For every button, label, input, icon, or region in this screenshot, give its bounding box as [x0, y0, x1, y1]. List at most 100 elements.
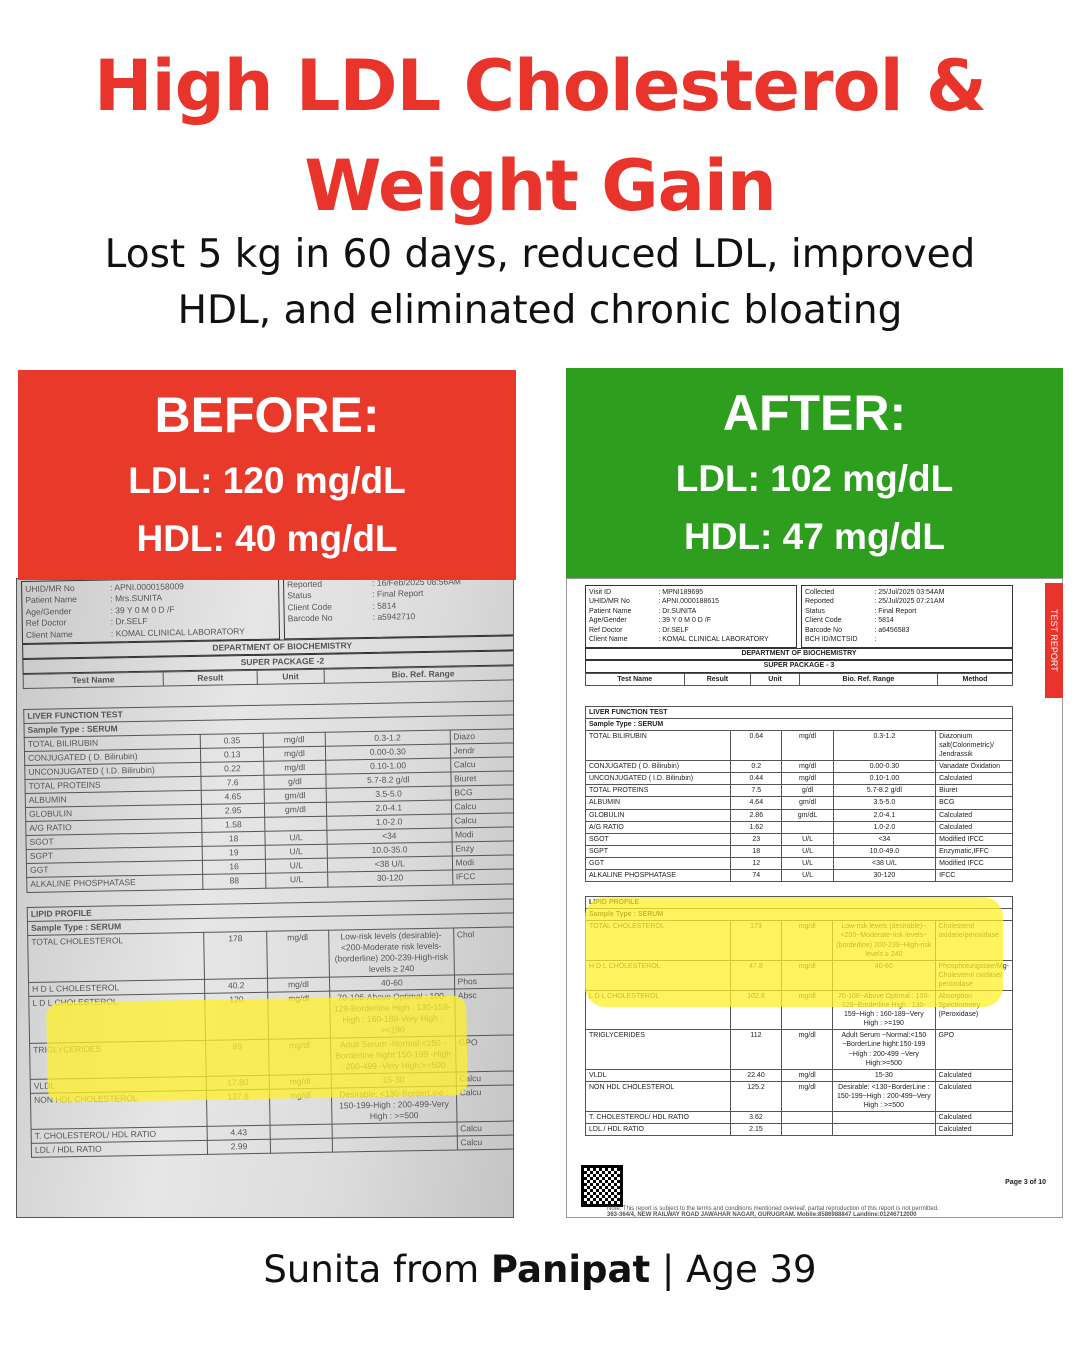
info-row: Reported: 25/Jul/2025 07:21AM: [805, 597, 1009, 606]
text: [832, 1111, 936, 1125]
info-row: Patient Name: Dr.SUNITA: [589, 607, 793, 616]
text: : APNI.0000188615: [658, 598, 720, 606]
headline-line-1: High LDL Cholesterol &: [94, 45, 987, 127]
headline-line-2: Weight Gain: [304, 145, 776, 227]
text: mg/dl: [266, 929, 330, 979]
text: Test Name: [585, 672, 685, 686]
text: Biuret: [935, 784, 1013, 798]
test-report-tag: TEST REPORT: [1045, 583, 1063, 698]
after-panel: AFTER: LDL: 102 mg/dL HDL: 47 mg/dL: [566, 368, 1063, 578]
text: Note: This report is subject to the term…: [607, 1206, 939, 1212]
text: Calculated: [934, 1068, 1014, 1082]
after-ldl: LDL: 102 mg/dL: [675, 458, 954, 499]
text: [269, 1124, 333, 1140]
info-row: Barcode No: a6456583: [805, 626, 1009, 635]
text: Jendr: [449, 742, 513, 759]
text: 23: [730, 832, 783, 846]
info-row: Ref Doctor: Dr.SELF: [589, 626, 793, 635]
text: Chol: [453, 925, 513, 975]
text: VLDL: [585, 1068, 731, 1082]
text: Adult Serum ~Normal:<150 ~BorderLine hig…: [832, 1029, 936, 1070]
text: 125.2: [729, 1080, 783, 1113]
table-row: VLDL 22.40 mg/dl 15-30 Calculated: [585, 1068, 1014, 1082]
text: U/L: [781, 856, 834, 871]
highlighter-mark: [585, 897, 1003, 1007]
text: : a5942710: [372, 611, 416, 623]
text: : a6456583: [874, 626, 910, 634]
text: BCG: [935, 796, 1013, 810]
text: IFCC: [452, 868, 513, 885]
text: Vanadate Oxidation: [935, 760, 1013, 774]
text: U/L: [265, 858, 328, 874]
text: mg/dl: [781, 1029, 834, 1070]
before-heading: BEFORE:: [154, 387, 380, 443]
text: Modified IFCC: [935, 832, 1013, 846]
before-panel: BEFORE: LDL: 120 mg/dL HDL: 40 mg/dL: [18, 370, 516, 580]
text: [264, 816, 327, 832]
text: SGPT: [584, 844, 732, 858]
text: Status: [805, 607, 825, 615]
text: Calcu: [450, 798, 513, 815]
text: Client Name: [25, 628, 73, 640]
text: Calculated: [934, 1080, 1014, 1113]
text: mg/dl: [781, 1080, 834, 1113]
text: 2.99: [207, 1139, 271, 1155]
text: 4.64: [730, 796, 783, 810]
text: gm/dl: [264, 802, 327, 818]
text: TRIGLYCERIDES: [585, 1029, 731, 1070]
text: 0.64: [730, 729, 783, 762]
text: U/L: [781, 869, 834, 883]
text: mg/dl: [781, 1068, 834, 1082]
info-row: Visit ID: MPNI189695: [589, 588, 793, 597]
text: Client Name: [589, 636, 628, 644]
text: Unit: [750, 672, 800, 686]
after-heading: AFTER:: [722, 385, 907, 441]
column-header: Test Name Result Unit Bio. Ref. Range Method: [585, 672, 1014, 686]
text: Modi: [451, 826, 513, 843]
text: Modi: [451, 854, 513, 871]
text: 18: [730, 844, 783, 858]
city: Panipat: [490, 1248, 651, 1291]
text: 1.58: [202, 817, 265, 833]
text: Enzy: [451, 840, 513, 857]
after-report: Visit ID: MPNI189695 UHID/MR No : APNI.000…: [566, 578, 1063, 1218]
text: : Dr.SELF: [110, 616, 148, 627]
table-row: GGT 12 U/L <38 U/L Modified IFCC: [584, 856, 1013, 871]
text: 3.5-5.0: [832, 796, 937, 810]
text: 7.6: [201, 775, 264, 791]
patient-info: Visit ID: MPNI189695 UHID/MR No : APNI.000…: [585, 585, 1013, 648]
text: BCG: [450, 784, 513, 801]
text: GGT: [584, 856, 732, 871]
text: 40.2: [204, 978, 268, 994]
text: <34: [832, 832, 937, 846]
text: : 25/Jul/2025 03:54AM: [874, 589, 945, 596]
text: Barcode No: [287, 612, 333, 624]
text: : KOMAL CLINICAL LABORATORY: [658, 636, 769, 644]
text: 1.0-2.0: [832, 820, 937, 834]
text: Desirable: <130~BorderLine : 150-199~Hig…: [832, 1080, 936, 1113]
table-row: T. CHOLESTEROL/ HDL RATIO 3.62 Calculated: [585, 1111, 1014, 1125]
text: 1.62: [730, 820, 783, 834]
text: 0.13: [200, 747, 264, 763]
text: Enzymatic,IFFC: [935, 844, 1013, 858]
info-row: Collected: 25/Jul/2025 03:54AM: [805, 588, 1009, 597]
text: A/G RATIO: [584, 820, 732, 834]
table-row: UNCONJUGATED ( I.D. Bilirubin) 0.44 mg/dl 0…: [584, 772, 1013, 786]
info-row: Age/Gender: 39 Y 0 M 0 D /F: [589, 616, 793, 625]
text: BCH ID/MCTSID: [805, 636, 858, 644]
text: Calcu: [456, 1120, 513, 1137]
text: UHID/MR No: [589, 598, 630, 606]
patient-info: UHID/MR No: APNI.0000158009 Patient Name:…: [21, 579, 513, 645]
highlighter-mark: [46, 995, 468, 1103]
text: Biuret: [450, 770, 513, 787]
text: mg/dl: [781, 729, 834, 762]
text: : 5814: [874, 617, 894, 625]
before-report-photo: UHID/MR No: APNI.0000158009 Patient Name:…: [16, 578, 514, 1218]
text: Sunita from: [263, 1248, 491, 1291]
text: | Age 39: [650, 1248, 817, 1291]
page-number: Page 3 of 10: [1005, 1179, 1046, 1186]
text: Bio. Ref. Range: [798, 672, 938, 686]
text: 30-120: [327, 870, 453, 887]
text: 2.15: [729, 1123, 783, 1137]
text: LIVER FUNCTION TEST: [585, 705, 1013, 719]
